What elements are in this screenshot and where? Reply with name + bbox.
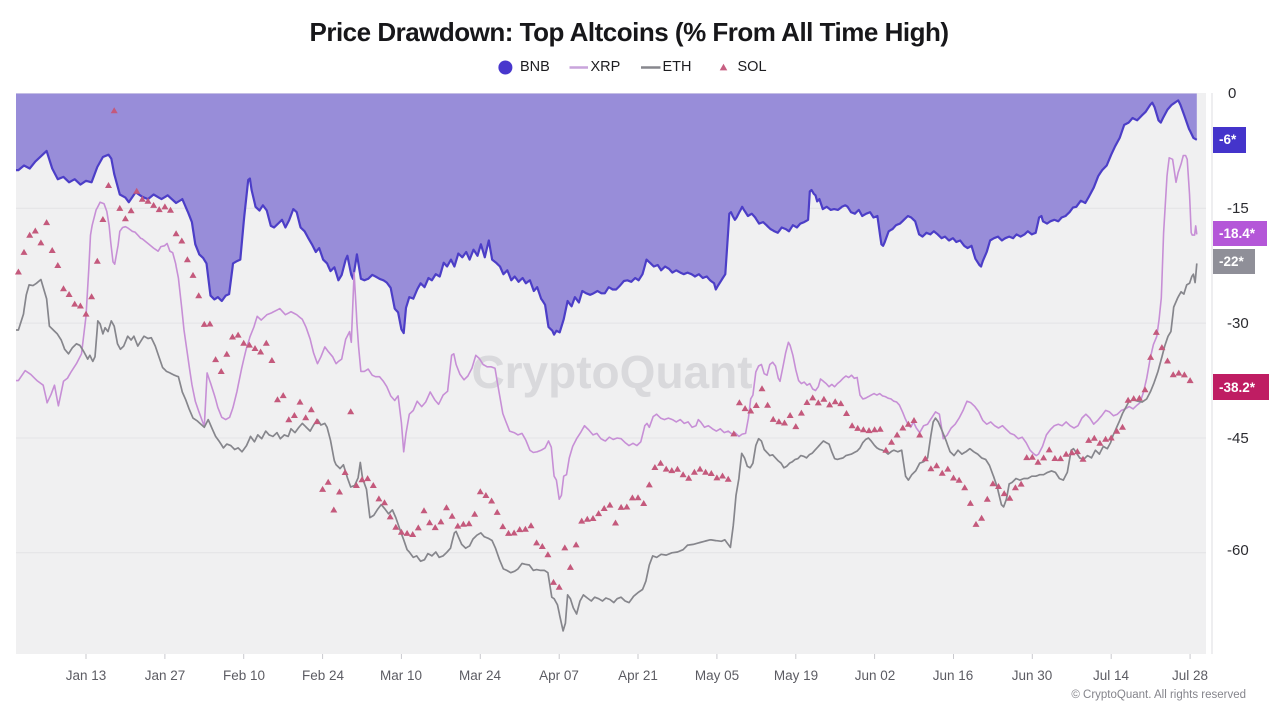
svg-text:CryptoQuant: CryptoQuant — [471, 346, 752, 398]
